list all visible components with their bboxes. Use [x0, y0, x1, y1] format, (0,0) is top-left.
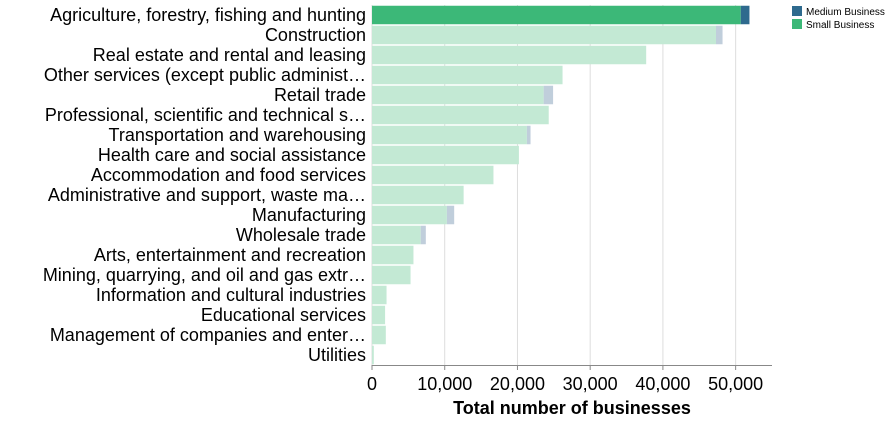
x-axis-title: Total number of businesses: [453, 398, 691, 418]
x-tick-label-3: 30,000: [563, 374, 618, 394]
category-label-15: Educational services: [201, 305, 366, 325]
category-labels: Agriculture, forestry, fishing and hunti…: [43, 5, 366, 365]
bar-medium-0: [740, 5, 750, 25]
bar-small-4: [372, 85, 544, 105]
category-label-11: Wholesale trade: [236, 225, 366, 245]
legend-swatch-0: [792, 6, 802, 16]
bar-small-17: [372, 345, 374, 365]
legend-label-0: Medium Business: [806, 7, 885, 18]
legend: Medium Business Small Business: [792, 6, 885, 31]
category-label-16: Management of companies and enter…: [50, 325, 366, 345]
bar-small-11: [372, 225, 421, 245]
category-label-12: Arts, entertainment and recreation: [94, 245, 366, 265]
category-label-17: Utilities: [308, 345, 366, 365]
x-tick-label-2: 20,000: [490, 374, 545, 394]
bar-medium-11: [420, 225, 426, 245]
category-label-9: Administrative and support, waste ma…: [48, 185, 366, 205]
bar-medium-1: [716, 25, 723, 45]
category-label-6: Transportation and warehousing: [109, 125, 367, 145]
bar-small-3: [372, 65, 563, 85]
bars: [372, 5, 750, 365]
bar-small-15: [372, 305, 386, 325]
bar-small-7: [372, 145, 519, 165]
bar-small-13: [372, 265, 411, 285]
category-label-4: Retail trade: [274, 85, 366, 105]
bar-small-2: [372, 45, 647, 65]
category-label-2: Real estate and rental and leasing: [93, 45, 366, 65]
legend-label-1: Small Business: [806, 20, 874, 31]
bar-small-5: [372, 105, 549, 125]
category-label-0: Agriculture, forestry, fishing and hunti…: [50, 5, 366, 25]
x-tick-label-1: 10,000: [417, 374, 472, 394]
bar-small-16: [372, 325, 386, 345]
x-tick-label-4: 40,000: [635, 374, 690, 394]
x-axis: 0 10,000 20,000 30,000 40,000 50,000: [367, 365, 772, 394]
x-tick-label-5: 50,000: [708, 374, 763, 394]
legend-swatch-1: [792, 19, 802, 29]
category-label-13: Mining, quarrying, and oil and gas extr…: [43, 265, 366, 285]
category-label-1: Construction: [265, 25, 366, 45]
bar-small-10: [372, 205, 447, 225]
bar-small-14: [372, 285, 387, 305]
category-label-10: Manufacturing: [252, 205, 366, 225]
category-label-3: Other services (except public administ…: [44, 65, 366, 85]
category-label-5: Professional, scientific and technical s…: [45, 105, 366, 125]
bar-small-0: [372, 5, 741, 25]
bar-small-8: [372, 165, 494, 185]
bar-medium-4: [543, 85, 554, 105]
category-label-7: Health care and social assistance: [98, 145, 366, 165]
category-label-14: Information and cultural industries: [96, 285, 366, 305]
bar-small-12: [372, 245, 414, 265]
bar-medium-10: [446, 205, 455, 225]
bar-small-9: [372, 185, 464, 205]
category-label-8: Accommodation and food services: [91, 165, 366, 185]
x-tick-label-0: 0: [367, 374, 377, 394]
bar-small-1: [372, 25, 716, 45]
bar-medium-6: [526, 125, 531, 145]
gridlines: [371, 5, 737, 365]
bar-small-6: [372, 125, 527, 145]
